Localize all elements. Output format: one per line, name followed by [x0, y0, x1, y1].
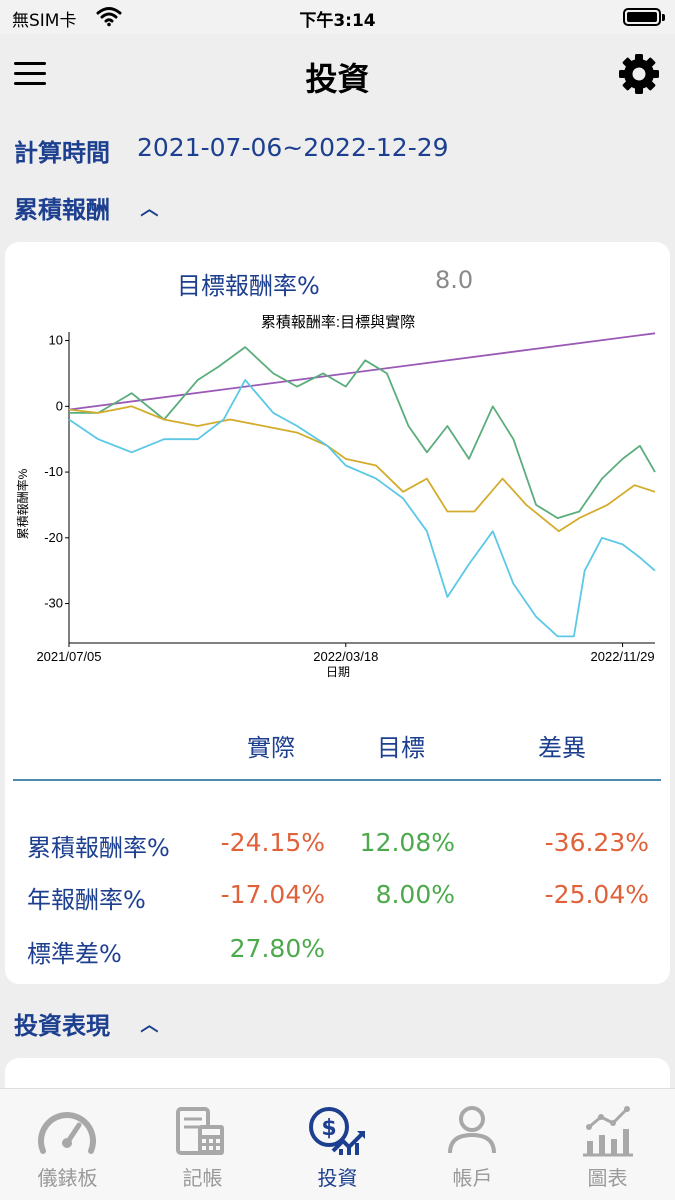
y-tick-label: 10: [49, 333, 63, 348]
stddev-actual: 27.80%: [229, 934, 325, 963]
tab-investment[interactable]: $ 投資: [270, 1089, 405, 1200]
nav-bar: 投資: [0, 34, 675, 118]
page-title: 投資: [305, 60, 370, 98]
tab-account[interactable]: 帳戶: [405, 1089, 540, 1200]
chart-title: 累積報酬率:目標與實際: [261, 313, 415, 331]
tab-label: 儀錶板: [37, 1166, 98, 1190]
cumulative-return-chart: 累積報酬率:目標與實際 累積報酬率% 日期 10 0 -10 -20 -30 2021/0…: [15, 313, 656, 679]
target-rate-value: 8.0: [435, 266, 474, 294]
account-person-icon: [448, 1106, 496, 1154]
annual-diff: -25.04%: [544, 880, 649, 909]
carrier-label: 無SIM卡: [12, 11, 77, 31]
chevron-up-icon[interactable]: ︿: [140, 1015, 159, 1036]
wifi-icon: [96, 7, 122, 27]
cumulative-target: 12.08%: [359, 828, 455, 857]
cumulative-diff: -36.23%: [544, 828, 649, 857]
battery-icon: [623, 8, 665, 26]
x-axis-label: 日期: [326, 665, 350, 679]
x-tick-label: 2021/07/05: [36, 649, 101, 664]
bookkeeping-icon: [176, 1107, 224, 1155]
chart-icon: [583, 1106, 633, 1157]
tab-label: 投資: [317, 1166, 358, 1190]
cumulative-section-title: 累積報酬: [14, 196, 110, 224]
header-divider: [13, 779, 661, 781]
series-line-2: [68, 405, 656, 533]
header-target: 目標: [377, 734, 425, 762]
tab-bookkeeping[interactable]: 記帳: [135, 1089, 270, 1200]
header-diff: 差異: [538, 734, 586, 762]
annual-target: 8.00%: [375, 880, 455, 909]
cumulative-return-card: 目標報酬率% 8.0 累積報酬率:目標與實際 累積報酬率% 日期 10 0 -10 -…: [5, 242, 670, 984]
tab-label: 圖表: [587, 1166, 628, 1190]
row-label-annual: 年報酬率%: [27, 886, 146, 914]
cumulative-section-header[interactable]: 累積報酬 ︿: [14, 190, 158, 225]
y-tick-label: -10: [44, 464, 63, 479]
status-time: 下午3:14: [299, 11, 376, 31]
chevron-up-icon[interactable]: ︿: [140, 199, 159, 220]
tab-label: 記帳: [182, 1166, 223, 1190]
y-tick-label: -20: [44, 530, 63, 545]
series-line-1: [69, 346, 656, 520]
y-tick-label: -30: [44, 596, 63, 611]
header-actual: 實際: [247, 734, 295, 762]
gear-icon[interactable]: [617, 52, 661, 96]
x-tick-label: 2022/03/18: [313, 649, 378, 664]
tab-dashboard[interactable]: 儀錶板: [0, 1089, 135, 1200]
calc-period-value: 2021-07-06~2022-12-29: [137, 133, 449, 162]
row-label-stddev: 標準差%: [27, 940, 122, 968]
y-axis-label: 累積報酬率%: [15, 468, 30, 539]
y-tick-label: 0: [56, 398, 63, 413]
svg-text:$: $: [321, 1116, 336, 1141]
x-tick-label: 2022/11/29: [591, 649, 655, 664]
tab-chart[interactable]: 圖表: [540, 1089, 675, 1200]
row-label-cumulative: 累積報酬率%: [27, 834, 170, 862]
series-line-0: [68, 332, 656, 411]
series-line-3: [68, 379, 656, 638]
performance-section-title: 投資表現: [14, 1012, 110, 1040]
tab-bar: 儀錶板 記帳 $ 投資 帳戶: [0, 1088, 675, 1200]
performance-section-header[interactable]: 投資表現 ︿: [14, 1006, 158, 1041]
investment-icon: $: [309, 1107, 365, 1155]
calc-period-label: 計算時間: [14, 139, 110, 167]
dashboard-gauge-icon: [38, 1112, 96, 1154]
status-bar: 無SIM卡 下午3:14: [0, 0, 675, 34]
target-rate-label: 目標報酬率%: [177, 272, 320, 300]
hamburger-menu-icon[interactable]: [14, 62, 46, 86]
tab-label: 帳戶: [452, 1166, 493, 1190]
annual-actual: -17.04%: [220, 880, 325, 909]
cumulative-actual: -24.15%: [220, 828, 325, 857]
